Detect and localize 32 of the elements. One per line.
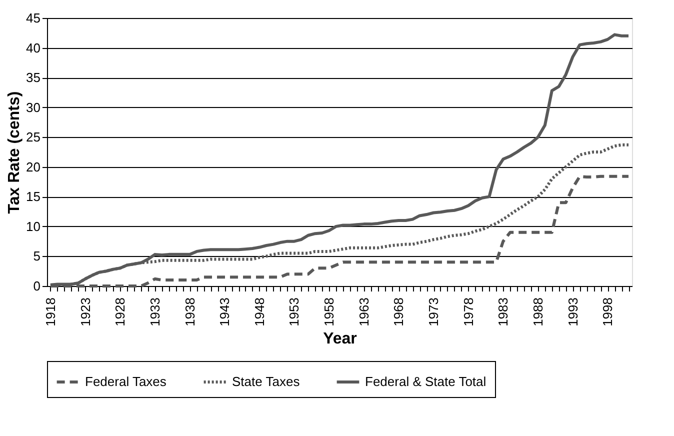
x-tick-label: 1953 — [286, 298, 302, 326]
x-tick-label: 1993 — [565, 298, 580, 326]
x-tick-label: 1968 — [391, 298, 406, 326]
legend-label: Federal & State Total — [365, 374, 486, 389]
x-tick-label: 1998 — [600, 298, 616, 326]
x-tick-label: 1943 — [217, 298, 232, 326]
legend-label: State Taxes — [232, 374, 300, 389]
x-tick-label: 1923 — [78, 298, 93, 326]
x-tick-label: 1948 — [252, 298, 267, 326]
legend-label: Federal Taxes — [85, 374, 167, 389]
x-tick-label: 1918 — [42, 298, 58, 326]
y-tick-label: 25 — [26, 130, 40, 145]
y-tick-label: 0 — [33, 278, 40, 294]
x-tick-label: 1963 — [356, 298, 372, 326]
y-tick-label: 20 — [26, 159, 40, 174]
x-tick-label: 1978 — [460, 298, 476, 326]
y-tick-label: 10 — [26, 218, 40, 234]
x-tick-label: 1933 — [147, 298, 162, 326]
y-tick-label: 15 — [26, 189, 40, 204]
x-axis-title: Year — [323, 330, 357, 348]
y-tick-label: 30 — [26, 100, 40, 115]
x-tick-label: 1983 — [496, 298, 511, 326]
x-tick-label: 1988 — [530, 298, 546, 326]
x-tick-label: 1958 — [322, 298, 337, 326]
x-tick-label: 1928 — [112, 298, 128, 326]
y-tick-label: 45 — [26, 10, 40, 26]
x-tick-label: 1973 — [426, 298, 442, 326]
x-tick-label: 1938 — [182, 298, 198, 326]
y-axis-title: Tax Rate (cents) — [6, 91, 24, 214]
y-tick-label: 40 — [26, 40, 40, 56]
y-tick-label: 5 — [33, 248, 40, 264]
y-tick-label: 35 — [26, 70, 40, 86]
